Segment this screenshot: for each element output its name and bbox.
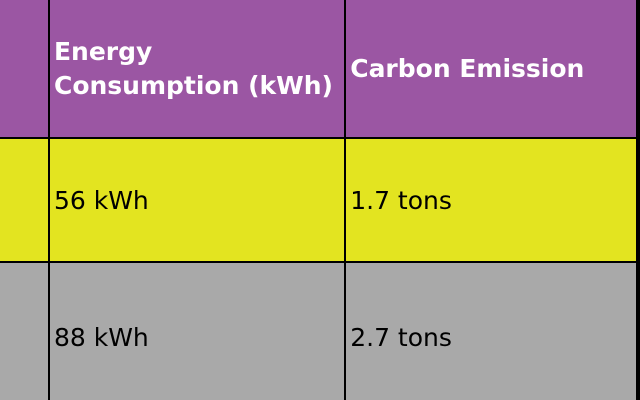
header-cell-carbon-emission: Carbon Emission: [344, 0, 638, 139]
carbon-emission-cell: 1.7 tons: [344, 137, 638, 263]
table-header-row: Energy Consumption (kWh) Carbon Emission: [0, 0, 638, 139]
energy-consumption-cell: 56 kWh: [47, 137, 347, 263]
table-row: 56 kWh 1.7 tons: [0, 137, 638, 263]
table-row: 88 kWh 2.7 tons: [0, 261, 638, 400]
row-label-cell: [0, 137, 50, 263]
row-label-cell: [0, 261, 50, 400]
header-cell-label: [0, 0, 50, 139]
carbon-emission-cell: 2.7 tons: [344, 261, 638, 400]
header-cell-energy-consumption: Energy Consumption (kWh): [47, 0, 347, 139]
energy-consumption-cell: 88 kWh: [47, 261, 347, 400]
